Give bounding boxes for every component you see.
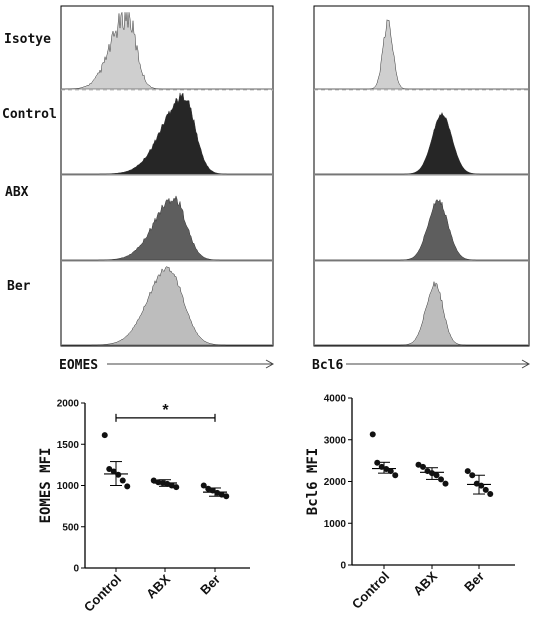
bcl6-abx-histogram	[315, 198, 528, 261]
eomes-ber-histogram	[62, 266, 272, 346]
significance-star: *	[162, 402, 169, 419]
data-point	[415, 461, 422, 468]
category-label: ABX	[143, 571, 173, 601]
data-point	[387, 468, 394, 475]
row-label-ber: Ber	[7, 279, 31, 294]
data-point	[223, 493, 230, 500]
data-point	[106, 466, 113, 472]
data-point	[429, 470, 435, 477]
eomes-mfi-chart: 0 500 1000 1500 2000 EOMES MFI Control ABX Ber *	[38, 399, 250, 615]
data-point	[383, 465, 390, 472]
data-point	[442, 480, 449, 487]
row-label-abx: ABX	[5, 185, 29, 200]
bcl6-axis-label: Bcl6	[312, 358, 343, 373]
data-point	[433, 472, 440, 479]
bcl6-control-histogram	[315, 111, 528, 175]
data-point	[218, 491, 225, 498]
y-tick-label: 4000	[324, 394, 347, 405]
eomes-control-histogram	[62, 92, 272, 175]
data-point	[168, 482, 175, 489]
data-point	[438, 476, 444, 483]
y-tick-label: 1000	[324, 519, 347, 530]
data-point	[214, 489, 221, 496]
y-axis-label: Bcl6 MFI	[305, 448, 321, 515]
data-point	[478, 482, 485, 489]
eomes-axis-arrowhead	[265, 359, 275, 369]
eomes-axis-label: EOMES	[59, 358, 98, 373]
data-point	[150, 477, 157, 484]
data-point	[209, 487, 216, 494]
row-label-isotype: Isotye	[4, 32, 51, 47]
data-point	[101, 432, 108, 439]
data-point	[424, 468, 431, 475]
category-label: Control	[349, 569, 392, 612]
y-tick-label: 500	[62, 522, 79, 533]
data-point	[473, 480, 480, 487]
eomes-abx-histogram	[62, 195, 272, 261]
category-label: Ber	[197, 572, 223, 598]
bcl6-panel-frame	[313, 5, 530, 347]
data-point	[164, 480, 171, 487]
data-point	[159, 480, 166, 487]
data-point	[420, 463, 426, 470]
y-tick-label: 3000	[324, 435, 347, 446]
data-point	[469, 472, 476, 479]
data-point	[392, 472, 399, 479]
bcl6-isotype-histogram	[315, 19, 528, 90]
bcl6-histogram-panel: Bcl6	[312, 5, 531, 373]
data-point	[124, 483, 131, 490]
eomes-panel-frame	[60, 5, 274, 347]
data-point	[374, 459, 381, 466]
eomes-histogram-panel: EOMES	[59, 5, 275, 373]
data-point	[200, 482, 207, 489]
bcl6-ber-histogram	[315, 281, 528, 346]
eomes-isotype-histogram	[62, 12, 272, 90]
data-point	[119, 477, 126, 484]
bcl6-axis-arrowhead	[521, 359, 531, 369]
data-point	[487, 491, 494, 498]
data-point	[205, 485, 212, 492]
data-point	[464, 468, 471, 475]
category-label: Control	[81, 572, 124, 615]
y-tick-label: 2000	[324, 477, 347, 488]
y-tick-label: 2000	[57, 399, 80, 410]
bcl6-mfi-chart: 0 1000 2000 3000 4000 Bcl6 MFI Control ABX Ber	[305, 394, 515, 612]
y-tick-label: 1000	[57, 481, 80, 492]
category-label: Ber	[461, 569, 487, 595]
data-point	[115, 471, 122, 478]
data-point	[369, 431, 376, 438]
y-tick-label: 1500	[57, 440, 80, 451]
y-axis-label: EOMES MFI	[38, 448, 54, 524]
y-tick-label: 0	[340, 561, 346, 572]
data-point	[482, 486, 489, 493]
data-point	[378, 463, 385, 470]
data-point	[110, 468, 117, 475]
data-point	[155, 479, 162, 486]
row-label-control: Control	[2, 107, 57, 122]
y-tick-label: 0	[73, 564, 79, 575]
data-point	[173, 484, 180, 491]
category-label: ABX	[410, 568, 440, 598]
